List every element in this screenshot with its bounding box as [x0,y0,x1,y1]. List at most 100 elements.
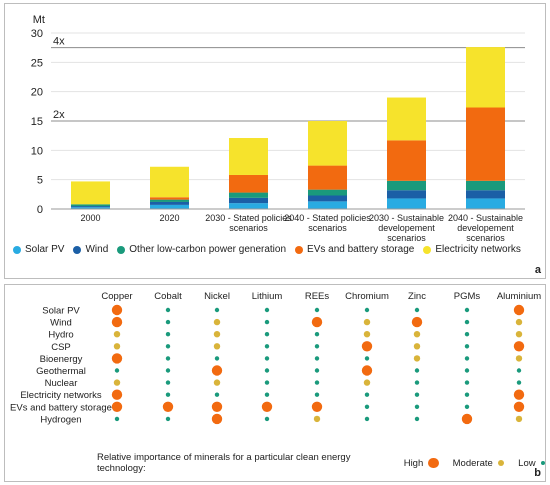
column-header: REEs [305,291,330,302]
row-header: Bioenergy [40,354,83,365]
importance-dot [261,401,273,412]
importance-dot [314,368,320,373]
importance-dot [211,413,223,425]
x-tick-label-line: scenarios [466,233,505,243]
importance-dot [113,379,121,386]
importance-dot [363,379,371,386]
bar-segment [229,197,268,204]
importance-dot [363,331,371,338]
importance-dot [464,319,470,325]
bar-segment [466,47,505,108]
importance-dot [515,415,523,423]
y-tick-label: 0 [37,204,43,216]
bar-segment [308,201,347,209]
matrix-legend-item: Moderate [453,458,505,469]
importance-dot [513,341,525,352]
importance-dot [413,343,421,350]
importance-dot [513,389,525,400]
importance-dot [314,392,320,397]
legend-label: Electricity networks [435,244,521,255]
importance-dot [165,344,171,349]
importance-dot [311,316,323,328]
legend-swatch [423,245,432,254]
x-tick-label: 2030 - Sustainable developement scenarios [369,213,444,243]
importance-dot [464,404,470,409]
column-header: Chromium [345,291,389,302]
x-tick-label: 2020 [159,213,179,223]
importance-dot [361,341,373,352]
importance-dot [211,401,223,412]
legend-swatch [117,245,126,254]
importance-dot [411,316,423,328]
bar-segment [466,107,505,181]
importance-dot [413,355,421,362]
y-tick-label: 20 [31,87,43,99]
column-header: PGMs [454,291,481,302]
bar-segment [150,204,189,209]
bar-segment [308,165,347,190]
legend-item: Solar PV [13,244,64,255]
importance-dot [264,368,270,373]
importance-dot [165,380,171,385]
x-tick-label: 2000 [80,213,100,223]
importance-dot [214,307,220,313]
x-tick-label: 2040 - Sustainable developement scenarios [448,213,523,243]
importance-dot [464,356,470,361]
importance-dot [211,365,223,376]
bar-segment [387,180,426,191]
row-header: Solar PV [42,306,80,317]
importance-dot [464,307,470,313]
panel-a: Mt 0 5 10 15 20 25 30 4x 2x 2000 2020 2030 - Stated … [4,3,546,279]
importance-dot [414,307,420,313]
row-header: CSP [51,342,71,353]
importance-dot [264,332,270,337]
bar-segment [229,138,268,175]
bar-segment [150,199,189,202]
row-header: Nuclear [45,378,78,389]
importance-dot [114,416,120,422]
legend-item: Other low-carbon power generation [117,244,286,255]
importance-dot [113,331,121,338]
y-tick-label: 30 [31,28,43,40]
bar-segment [308,189,347,196]
panel-label-a: a [534,264,541,276]
importance-dot [264,392,270,397]
importance-dot [264,380,270,385]
bar-segment [387,198,426,209]
legend-swatch [295,245,304,254]
bar-segment [466,198,505,209]
importance-dot [464,392,470,397]
matrix-legend-swatch [428,457,439,469]
reference-line-label: 4x [53,36,65,48]
importance-dot [213,379,221,386]
importance-dot [364,404,370,409]
row-header: Electricity networks [20,390,102,401]
bar-segment [387,190,426,199]
chart-legend: Solar PV Wind Other low-carbon power gener… [13,244,530,255]
legend-item: Electricity networks [423,244,521,255]
x-tick-label-line: developement [457,223,514,233]
importance-dot [464,380,470,385]
importance-dot [314,380,320,385]
legend-label: EVs and battery storage [307,244,415,255]
bar-segment [71,204,110,207]
column-header: Copper [101,291,132,302]
legend-item: Wind [73,244,108,255]
importance-dot [516,368,522,373]
bar-segment [71,207,110,209]
y-tick-label: 15 [31,116,43,128]
panel-b: Copper Cobalt Nickel Lithium REEs Chromium Zin… [4,284,546,482]
legend-swatch [73,245,82,254]
panel-label-b: b [534,467,541,479]
matrix-legend-swatch [540,460,545,466]
x-tick-label-line: developement [378,223,435,233]
legend-label: Wind [85,244,109,255]
importance-dot [414,368,420,373]
x-tick-label-line: scenarios [229,223,268,233]
y-tick-label: 10 [31,145,43,157]
bar-segment [229,192,268,198]
importance-dot [214,356,220,361]
importance-dot [314,356,320,361]
matrix-legend-label: High [403,457,424,469]
importance-dot [113,343,121,350]
